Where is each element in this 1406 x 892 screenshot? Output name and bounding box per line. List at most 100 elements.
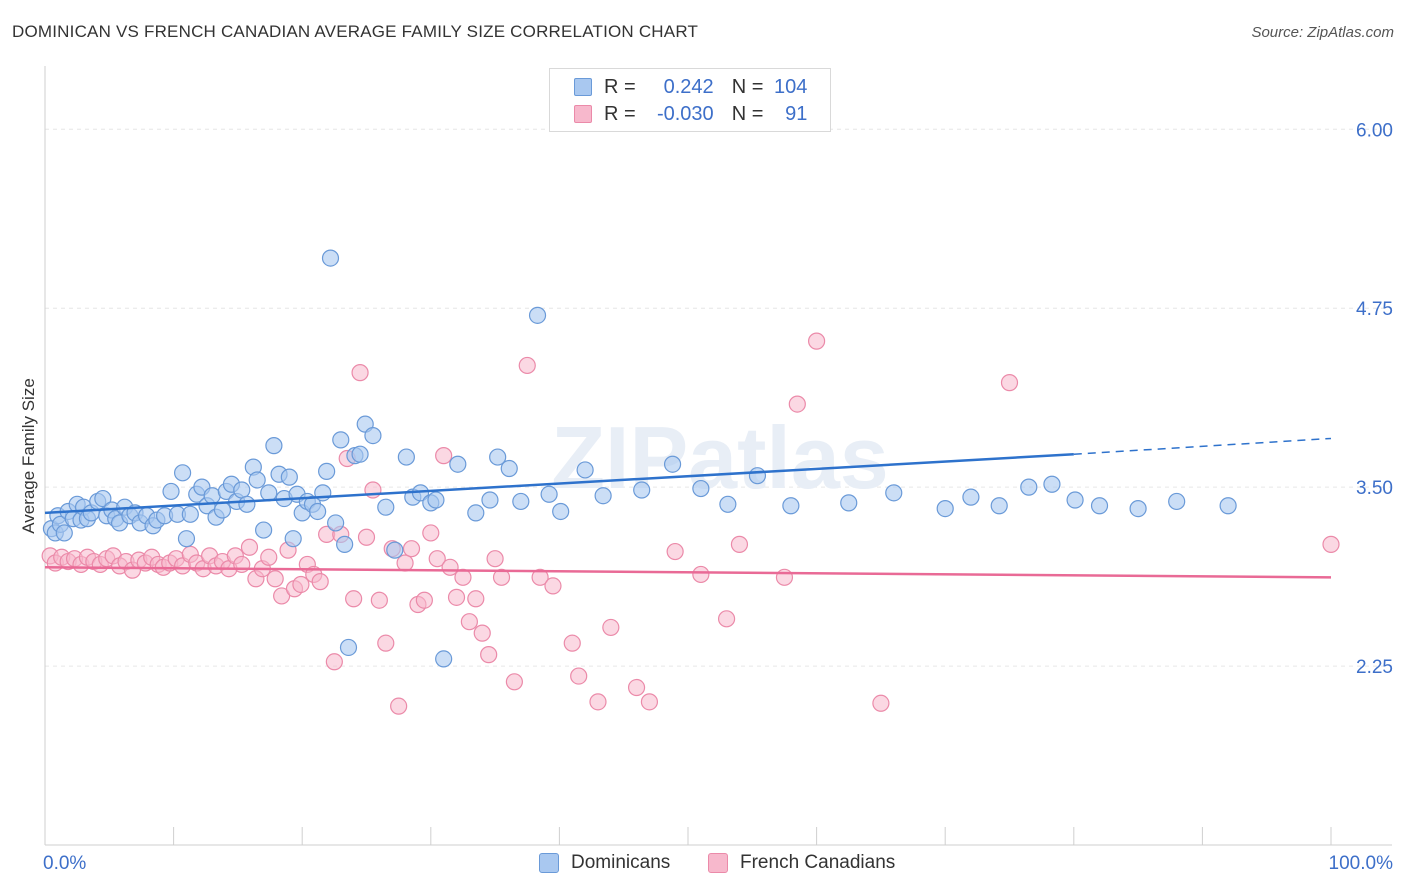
french-canadians-point — [717, 610, 736, 628]
dominicans-point — [177, 530, 196, 548]
french-canadians-point — [402, 540, 421, 558]
dominicans-point — [633, 481, 651, 499]
dominicans-point — [248, 471, 266, 489]
french-canadians-point — [570, 667, 588, 685]
dominicans-legend-swatch — [539, 853, 559, 873]
french-canadians-legend-swatch — [708, 853, 728, 873]
french-canadians-point — [396, 554, 414, 572]
dominicans-trend-extension — [1073, 437, 1332, 455]
french-canadians-point — [377, 634, 395, 652]
dominicans-point — [351, 445, 369, 463]
dominicans-point — [260, 484, 278, 502]
french-canadians-point — [370, 591, 388, 609]
legend-label: French Canadians — [740, 852, 896, 873]
french-canadians-point — [325, 653, 343, 671]
dominicans-point — [284, 530, 302, 548]
n-value: 91 — [785, 102, 808, 125]
dominicans-point — [55, 524, 73, 542]
dominicans-point — [280, 468, 298, 486]
dominicans-point — [540, 485, 558, 503]
axes-layer — [44, 66, 1392, 846]
y-tick-label: 6.00 — [1356, 120, 1393, 141]
french-canadians-point — [1000, 374, 1019, 392]
x-tick-label: 100.0% — [1329, 853, 1394, 874]
dominicans-point — [238, 495, 256, 513]
dominicans-point — [552, 502, 570, 521]
french-canadians-point — [351, 364, 369, 382]
french-canadians-point — [260, 548, 278, 566]
correlation-legend: R = 0.242 N = 104 R = -0.030 N = 91 — [549, 68, 831, 132]
dominicans-point — [162, 482, 180, 501]
dominicans-point — [255, 521, 273, 539]
french-canadians-points — [41, 332, 1340, 715]
dominicans-point — [500, 459, 518, 478]
dominicans-point — [782, 497, 800, 515]
french-canadians-point — [467, 590, 485, 608]
french-canadians-point — [627, 678, 646, 697]
legend-item-french-canadians: French Canadians — [708, 852, 895, 874]
n-value: 104 — [774, 75, 808, 98]
dominicans-point — [1168, 492, 1186, 511]
legend-label: Dominicans — [571, 852, 671, 873]
trend-lines — [44, 437, 1332, 579]
dominicans-point — [336, 535, 354, 553]
dominicans-point — [748, 467, 767, 485]
dominicans-point — [936, 500, 954, 518]
dominicans-trend-line — [44, 452, 1074, 515]
legend-row-dominicans: R = 0.242 N = 104 — [574, 74, 807, 100]
dominicans-point — [467, 504, 485, 522]
dominicans-point — [512, 492, 530, 511]
r-label: R = — [604, 102, 636, 125]
dominicans-point — [203, 487, 221, 505]
french-canadians-point — [518, 356, 536, 375]
n-label: N = — [731, 75, 764, 98]
french-canadians-point — [666, 542, 684, 561]
tick-labels: 2.25 3.50 4.75 6.00 0.0% 100.0% — [43, 120, 1393, 874]
r-value: -0.030 — [656, 102, 714, 125]
dominicans-point — [719, 495, 737, 513]
french-canadians-point — [692, 565, 710, 584]
r-value: 0.242 — [663, 75, 714, 98]
french-canadians-point — [422, 524, 440, 542]
french-canadians-point — [266, 570, 284, 588]
dominicans-point — [576, 461, 594, 479]
dominicans-point — [449, 455, 467, 473]
dominicans-point — [528, 306, 547, 324]
dominicans-point — [386, 541, 404, 559]
french-canadians-point — [486, 550, 504, 568]
french-canadians-point — [273, 587, 291, 605]
y-tick-label: 2.25 — [1356, 657, 1393, 678]
dominicans-point — [309, 502, 327, 521]
french-canadians-trend-line — [44, 566, 1332, 579]
french-canadians-point — [415, 591, 433, 609]
dominicans-point — [397, 448, 415, 466]
dominicans-point — [181, 505, 199, 523]
dominicans-point — [265, 437, 283, 455]
dominicans-point — [1043, 475, 1061, 493]
french-canadians-point — [492, 568, 511, 586]
dominicans-point — [321, 249, 340, 267]
french-canadians-point — [788, 395, 806, 413]
french-canadians-point — [505, 673, 523, 691]
french-canadians-point — [447, 588, 466, 606]
dominicans-point — [1129, 500, 1147, 518]
dominicans-points — [42, 249, 1237, 668]
dominicans-point — [435, 650, 453, 668]
dominicans-point — [318, 462, 336, 480]
dominicans-point — [481, 491, 499, 509]
french-canadians-point — [531, 568, 549, 586]
dominicans-point — [233, 481, 251, 499]
french-canadians-point — [589, 693, 607, 711]
french-canadians-point — [460, 613, 478, 631]
dominicans-point — [594, 487, 612, 505]
french-canadians-point — [775, 568, 794, 586]
r-label: R = — [604, 75, 636, 98]
dominicans-point — [364, 426, 382, 445]
french-canadians-point — [563, 634, 581, 652]
french-canadians-point — [345, 590, 363, 608]
french-canadians-point — [473, 624, 491, 642]
french-canadians-swatch — [574, 105, 592, 123]
y-tick-label: 4.75 — [1356, 299, 1393, 320]
french-canadians-point — [1322, 535, 1340, 553]
